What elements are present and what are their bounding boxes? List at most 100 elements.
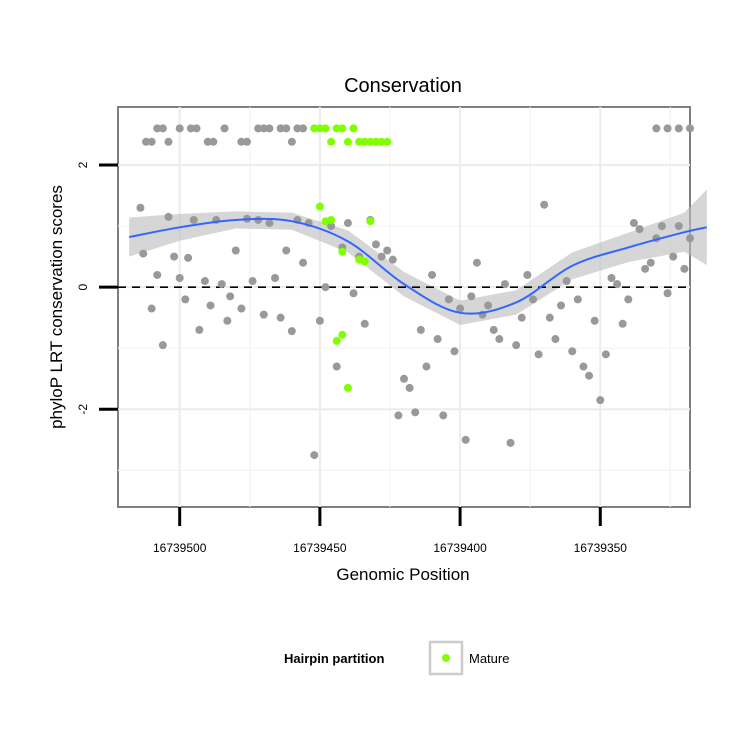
point-other	[467, 292, 476, 301]
point-other	[237, 304, 246, 313]
point-other	[484, 301, 493, 310]
point-other	[624, 295, 633, 304]
point-other	[517, 313, 526, 322]
point-other	[456, 304, 465, 313]
y-tick-label: -2	[76, 404, 90, 415]
point-other	[686, 234, 694, 243]
point-other	[450, 347, 459, 356]
x-axis: 16739500 16739450 16739400 16739350	[153, 507, 627, 555]
y-axis-title: phyloP LRT conservation scores	[47, 185, 66, 429]
point-other	[528, 295, 537, 304]
point-other	[276, 313, 285, 322]
point-mature	[383, 137, 392, 146]
point-other	[663, 124, 672, 133]
point-other	[579, 362, 588, 371]
plot-panel	[117, 106, 708, 508]
point-mature	[327, 215, 336, 224]
point-other	[223, 316, 232, 325]
point-other	[371, 240, 380, 249]
x-axis-title: Genomic Position	[336, 565, 469, 584]
legend-label-mature: Mature	[469, 651, 509, 666]
point-mature	[349, 124, 358, 133]
point-mature	[338, 247, 347, 256]
point-other	[523, 270, 532, 279]
point-other	[551, 335, 560, 344]
point-other	[206, 301, 215, 310]
point-other	[158, 341, 167, 350]
point-mature	[327, 137, 336, 146]
point-mature	[332, 336, 341, 345]
point-other	[259, 124, 268, 133]
point-other	[170, 252, 179, 261]
data-points	[136, 124, 694, 460]
point-other	[175, 124, 184, 133]
point-other	[557, 301, 566, 310]
point-other	[416, 325, 425, 334]
x-tick-label: 16739500	[153, 541, 207, 555]
point-mature	[310, 124, 319, 133]
point-mature	[321, 124, 330, 133]
point-other	[203, 137, 212, 146]
point-mature	[366, 217, 375, 226]
point-other	[175, 273, 184, 282]
point-other	[573, 295, 582, 304]
point-other	[674, 222, 683, 231]
point-other	[433, 335, 442, 344]
point-other	[181, 295, 190, 304]
point-other	[217, 280, 226, 289]
point-other	[287, 327, 296, 336]
confidence-ribbon	[129, 189, 707, 326]
point-other	[383, 246, 392, 255]
point-other	[428, 270, 437, 279]
point-other	[596, 396, 605, 405]
point-other	[680, 264, 689, 273]
point-other	[646, 258, 655, 267]
point-other	[147, 304, 156, 313]
point-mature	[360, 257, 369, 266]
point-other	[439, 411, 448, 420]
point-other	[142, 137, 151, 146]
smooth-curve	[129, 217, 708, 315]
x-tick-label: 16739400	[433, 541, 487, 555]
point-other	[652, 124, 661, 133]
point-other	[195, 325, 204, 334]
point-other	[618, 319, 627, 328]
point-other	[495, 335, 504, 344]
point-mature	[343, 383, 352, 392]
point-other	[444, 295, 453, 304]
y-axis: 2 0 -2	[76, 161, 118, 415]
point-other	[147, 137, 156, 146]
y-tick-label: 2	[76, 161, 90, 168]
point-mature	[338, 330, 347, 339]
point-other	[158, 124, 167, 133]
point-other	[601, 350, 610, 359]
point-other	[265, 124, 274, 133]
point-other	[613, 280, 622, 289]
legend-title: Hairpin partition	[284, 651, 384, 666]
point-mature	[366, 137, 375, 146]
point-other	[248, 277, 257, 286]
point-other	[209, 137, 218, 146]
point-other	[164, 212, 173, 221]
point-other	[164, 137, 173, 146]
point-other	[377, 252, 386, 261]
point-other	[411, 408, 420, 417]
point-other	[590, 316, 599, 325]
point-other	[293, 124, 302, 133]
point-other	[394, 411, 403, 420]
point-other	[259, 310, 268, 319]
point-other	[506, 438, 515, 447]
point-mature	[377, 137, 386, 146]
point-other	[607, 273, 616, 282]
point-other	[400, 374, 408, 383]
point-other	[189, 215, 198, 224]
point-other	[562, 277, 571, 286]
point-mature	[338, 124, 347, 133]
point-other	[472, 258, 481, 267]
point-other	[276, 124, 285, 133]
point-other	[226, 292, 235, 301]
point-other	[254, 124, 263, 133]
x-tick-label: 16739350	[574, 541, 628, 555]
point-other	[674, 124, 683, 133]
